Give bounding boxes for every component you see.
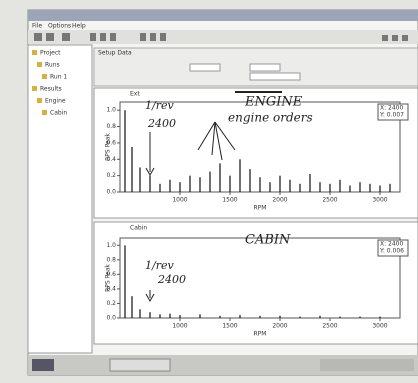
tree-item: Project [40, 50, 61, 57]
tab[interactable]: Setup Data [98, 50, 132, 57]
y-tick-label: 0.0 [106, 315, 116, 322]
tree-icon [37, 98, 42, 103]
y-axis-label: RPS Peak [105, 264, 112, 292]
y-tick-label: 0.0 [106, 189, 116, 196]
tree-icon [37, 62, 42, 67]
x-axis-label: RPM [254, 205, 267, 212]
x-tick-label: 2000 [272, 323, 287, 330]
menu-item[interactable]: File [32, 23, 42, 30]
handwritten-note: ENGINE [244, 95, 303, 110]
tree-icon [42, 74, 47, 79]
x-tick-label: 1500 [222, 197, 237, 204]
handwritten-note: 1/rev [145, 259, 174, 272]
x-tick-label: 3000 [372, 323, 387, 330]
handwritten-note: 1/rev [145, 99, 174, 112]
tree-icon [32, 86, 37, 91]
y-tick-label: 1.0 [106, 242, 116, 249]
tree-item: Run 1 [50, 74, 67, 81]
tree-icon [32, 50, 37, 55]
title-bar [28, 10, 418, 21]
handwritten-note: CABIN [245, 233, 291, 248]
x-tick-label: 3000 [372, 197, 387, 204]
panel-title: Ext [130, 91, 140, 98]
x-tick-label: 1000 [172, 323, 187, 330]
start-button[interactable] [32, 359, 54, 371]
x-tick-label: 2500 [322, 197, 337, 204]
x-tick-label: 1500 [222, 323, 237, 330]
handwritten-note: engine orders [228, 111, 313, 125]
y-tick-label: 0.8 [106, 123, 116, 130]
cursor-readout: Y: 0.007 [379, 112, 404, 119]
x-axis-label: RPM [254, 331, 267, 338]
y-tick-label: 0.2 [106, 300, 116, 307]
y-tick-label: 0.2 [106, 172, 116, 179]
y-tick-label: 1.0 [106, 107, 116, 114]
tree-icon [42, 110, 47, 115]
tree-item: Runs [45, 62, 60, 69]
x-tick-label: 2000 [272, 197, 287, 204]
x-tick-label: 1000 [172, 197, 187, 204]
tree-item: Results [40, 86, 62, 93]
cursor-readout: X: 2400 [380, 105, 403, 112]
cursor-readout: Y: 0.006 [379, 248, 404, 255]
panel-title: Cabin [130, 225, 147, 232]
tree-item: Cabin [50, 110, 67, 117]
x-tick-label: 2500 [322, 323, 337, 330]
handwritten-note: 2400 [157, 273, 186, 286]
toolbar [28, 30, 418, 44]
menu-item[interactable]: Options [48, 23, 71, 30]
handwritten-note: 2400 [147, 117, 176, 130]
tray [320, 359, 414, 371]
tree-item: Engine [45, 98, 66, 105]
menu-item[interactable]: Help [72, 23, 86, 30]
cursor-readout: X: 2400 [380, 241, 403, 248]
task-button[interactable] [110, 359, 170, 371]
y-axis-label: RPS Peak [105, 133, 112, 161]
screenshot: File Options Help Setup Data Project Runs… [0, 0, 418, 383]
y-tick-label: 0.8 [106, 256, 116, 263]
